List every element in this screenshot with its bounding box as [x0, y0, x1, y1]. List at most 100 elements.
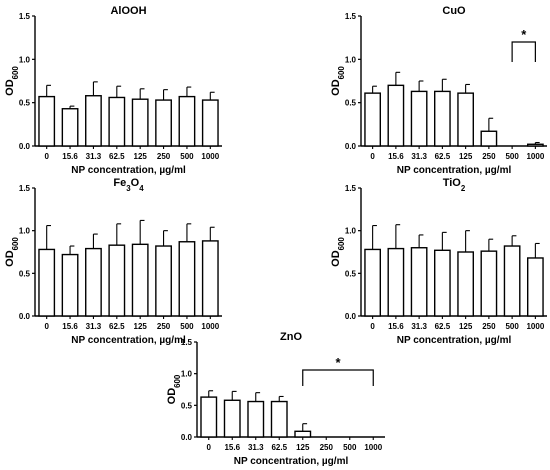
- chart-panel-zno: ZnO OD600 0.0 0.5 1.0 1.5 0 15.6 31.3 62.5 125 250 5…: [166, 331, 385, 467]
- y-axis-label: OD600: [330, 66, 346, 96]
- y-tick-label: 1.0: [181, 370, 193, 379]
- x-tick-label: 1000: [364, 443, 382, 452]
- x-tick-label: 31.3: [248, 443, 264, 452]
- bar-1000: [201, 240, 219, 317]
- bar-31.3: [410, 247, 428, 317]
- x-tick-label: 1000: [201, 152, 219, 161]
- bar-31.3: [410, 90, 428, 147]
- y-tick-label: 0.0: [19, 312, 31, 321]
- bar-500: [178, 241, 196, 317]
- chart-panel-cuo: CuO OD600 0.0 0.5 1.0 1.5 0 15.6 31.3 62.5 125 250 5…: [330, 5, 547, 176]
- chart-title: ZnO: [280, 331, 302, 343]
- x-tick-label: 15.6: [62, 322, 78, 331]
- chart-title: Fe3O4: [113, 177, 144, 193]
- bar-0: [38, 248, 56, 317]
- y-tick-label: 1.5: [181, 338, 193, 347]
- x-tick-label: 31.3: [411, 322, 427, 331]
- x-axis-label: NP concentration, µg/ml: [71, 335, 186, 346]
- x-tick-label: 0: [44, 152, 49, 161]
- y-tick-label: 1.0: [345, 55, 357, 64]
- x-axis-label: NP concentration, µg/ml: [397, 335, 512, 346]
- x-tick-label: 125: [134, 322, 148, 331]
- x-tick-label: 250: [157, 152, 171, 161]
- y-tick-label: 1.5: [345, 12, 357, 21]
- bar-15.6: [61, 253, 79, 317]
- bar-0: [364, 92, 381, 147]
- x-tick-label: 250: [157, 322, 171, 331]
- y-tick-label: 0.0: [19, 142, 31, 151]
- bar-125: [131, 98, 149, 147]
- significance-marker: *: [335, 355, 341, 370]
- chart-title: TiO2: [443, 177, 466, 193]
- significance-bracket: [511, 41, 536, 62]
- y-tick-label: 0.0: [181, 433, 193, 442]
- x-tick-label: 125: [459, 322, 473, 331]
- x-tick-label: 15.6: [224, 443, 240, 452]
- bar-31.3: [247, 400, 265, 438]
- bar-1000: [527, 143, 544, 147]
- bar-250: [480, 130, 498, 147]
- y-tick-label: 0.5: [19, 269, 31, 278]
- bar-31.3: [85, 247, 102, 317]
- x-tick-label: 1000: [526, 322, 544, 331]
- x-tick-label: 62.5: [109, 152, 125, 161]
- bar-0: [38, 95, 56, 147]
- bar-1000: [201, 99, 219, 147]
- bar-15.6: [61, 108, 79, 147]
- bar-62.5: [434, 249, 451, 317]
- bar-62.5: [434, 90, 451, 147]
- x-tick-label: 500: [180, 322, 194, 331]
- chart-panel-tio2: TiO2 OD600 0.0 0.5 1.0 1.5 0 15.6 31.3 62.5 125 250…: [330, 177, 547, 346]
- y-axis-label: OD600: [4, 66, 20, 96]
- x-tick-label: 250: [482, 152, 496, 161]
- x-tick-label: 500: [505, 322, 519, 331]
- significance-bracket: [302, 369, 374, 386]
- bar-62.5: [108, 244, 126, 317]
- x-tick-label: 125: [134, 152, 148, 161]
- y-tick-label: 0.5: [345, 269, 357, 278]
- y-tick-label: 0.0: [345, 312, 357, 321]
- x-tick-label: 15.6: [62, 152, 78, 161]
- y-tick-label: 1.0: [19, 55, 31, 64]
- bar-62.5: [270, 400, 288, 438]
- significance-marker: *: [521, 27, 527, 42]
- x-tick-label: 31.3: [86, 152, 102, 161]
- x-tick-label: 62.5: [271, 443, 287, 452]
- y-tick-label: 1.0: [19, 227, 31, 236]
- y-tick-label: 1.5: [345, 184, 357, 193]
- y-axis-label: OD600: [166, 374, 182, 404]
- x-tick-label: 500: [180, 152, 194, 161]
- x-tick-label: 31.3: [86, 322, 102, 331]
- bar-15.6: [223, 399, 241, 438]
- x-axis-label: NP concentration, µg/ml: [234, 456, 349, 467]
- x-tick-label: 31.3: [411, 152, 427, 161]
- bar-250: [480, 250, 498, 317]
- x-tick-label: 250: [320, 443, 334, 452]
- y-tick-label: 0.5: [345, 99, 357, 108]
- bar-500: [178, 95, 196, 147]
- bar-125: [457, 92, 474, 147]
- bar-125: [131, 243, 149, 317]
- x-tick-label: 1000: [526, 152, 544, 161]
- bar-15.6: [387, 84, 405, 147]
- x-tick-label: 0: [370, 322, 375, 331]
- x-tick-label: 250: [482, 322, 496, 331]
- bar-0: [200, 396, 218, 438]
- bar-250: [155, 99, 172, 147]
- bar-250: [155, 245, 172, 317]
- x-tick-label: 125: [459, 152, 473, 161]
- bar-0: [364, 248, 381, 317]
- x-tick-label: 500: [505, 152, 519, 161]
- chart-title: AlOOH: [110, 5, 146, 17]
- chart-panel-alooh: AlOOH OD600 0.0 0.5 1.0 1.5 0 15.6 31.3 62.5 125 25…: [4, 5, 222, 176]
- y-tick-label: 0.5: [181, 401, 193, 410]
- y-tick-label: 1.5: [19, 184, 31, 193]
- bar-125: [294, 430, 312, 438]
- x-tick-label: 0: [370, 152, 375, 161]
- chart-panel-fe3o4: Fe3O4 OD600 0.0 0.5 1.0 1.5 0 15.6 31.3 62.5 125 25…: [4, 177, 222, 346]
- x-tick-label: 15.6: [388, 152, 404, 161]
- x-tick-label: 125: [296, 443, 310, 452]
- x-axis-label: NP concentration, µg/ml: [71, 165, 186, 176]
- bar-125: [457, 251, 474, 317]
